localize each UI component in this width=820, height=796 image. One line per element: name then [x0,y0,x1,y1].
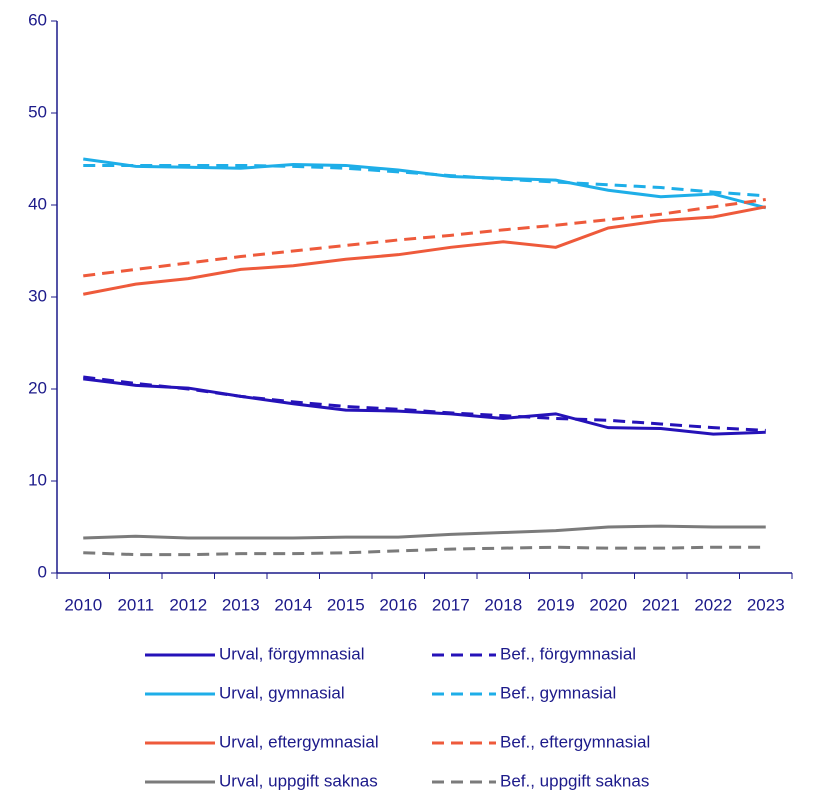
x-tick-label: 2022 [694,595,732,614]
series-line [82,205,767,296]
x-tick-label: 2020 [589,595,627,614]
y-tick-label: 50 [28,102,47,121]
legend-label: Urval, förgymnasial [219,644,365,663]
legend-label: Bef., uppgift saknas [500,771,649,790]
y-tick-label: 0 [38,562,47,581]
legend-label: Urval, eftergymnasial [219,732,379,751]
series-line [83,375,766,432]
series-line [83,197,766,278]
legend-label: Bef., gymnasial [500,683,616,702]
series-line [83,157,767,210]
y-tick-label: 60 [28,10,47,29]
legend-label: Bef., eftergymnasial [500,732,650,751]
x-tick-label: 2016 [379,595,417,614]
y-tick-label: 20 [28,378,47,397]
x-tick-label: 2017 [432,595,470,614]
series-line [83,524,766,540]
x-tick-label: 2019 [537,595,575,614]
legend-label: Urval, uppgift saknas [219,771,378,790]
legend-label: Bef., förgymnasial [500,644,636,663]
x-tick-label: 2014 [274,595,312,614]
x-tick-label: 2012 [169,595,207,614]
series-line [83,545,766,557]
x-tick-label: 2010 [64,595,102,614]
x-tick-label: 2021 [642,595,680,614]
y-tick-label: 40 [28,194,47,213]
x-tick-label: 2023 [747,595,785,614]
x-tick-label: 2015 [327,595,365,614]
x-tick-label: 2011 [117,595,154,614]
x-tick-label: 2013 [222,595,260,614]
y-tick-label: 30 [28,286,47,305]
y-tick-label: 10 [28,470,47,489]
series-line [83,163,766,198]
legend-label: Urval, gymnasial [219,683,345,702]
series-line [83,377,766,436]
x-tick-label: 2018 [484,595,522,614]
